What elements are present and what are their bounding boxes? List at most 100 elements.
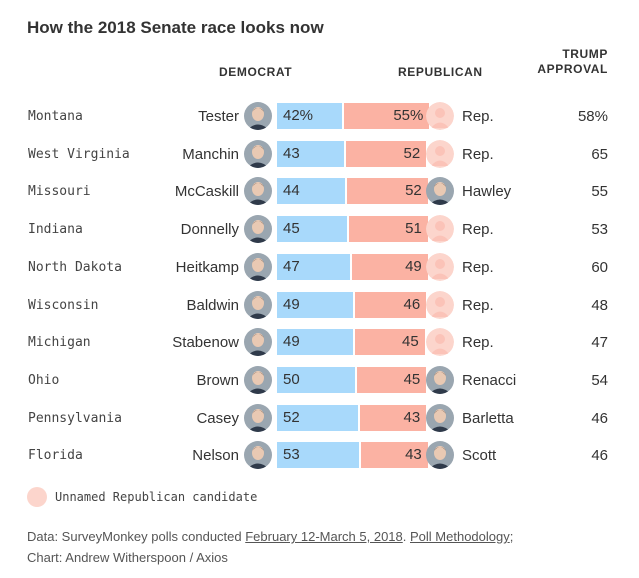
republican-candidate-name: Rep. [462, 145, 494, 163]
state-name: North Dakota [28, 259, 122, 275]
democrat-candidate-name: Brown [196, 371, 239, 389]
republican-bar: 46 [354, 291, 427, 318]
democrat-bar: 43 [277, 140, 344, 167]
trump-approval-value: 48 [591, 296, 608, 314]
state-name: Montana [28, 109, 83, 124]
republican-candidate-name: Barletta [462, 409, 514, 427]
democrat-candidate-name: Tester [198, 108, 239, 125]
republican-value-label: 52 [405, 182, 422, 200]
democrat-value-label: 53 [283, 446, 300, 464]
poll-dates-link[interactable]: February 12-March 5, 2018 [245, 529, 403, 544]
republican-photo-icon [426, 365, 454, 394]
state-name: Ohio [28, 372, 60, 388]
republican-bar: 49 [351, 253, 428, 280]
republican-candidate-name: Rep. [462, 108, 494, 125]
trump-approval-value: 60 [591, 258, 608, 276]
democrat-bar: 47 [277, 253, 350, 280]
democrat-column-header: DEMOCRAT [219, 65, 293, 79]
republican-candidate-name: Rep. [462, 221, 494, 239]
unnamed-candidate-swatch-icon [27, 487, 47, 507]
trump-approval-value: 47 [591, 334, 608, 352]
state-name: West Virginia [28, 146, 130, 162]
republican-candidate-name: Hawley [462, 183, 512, 201]
democrat-bar: 44 [277, 178, 346, 205]
race-row: Florida Nelson 53 43 Scott 46 [0, 437, 639, 474]
trump-approval-value: 46 [591, 447, 608, 465]
source-mid: . [402, 529, 410, 544]
republican-bar: 52 [345, 140, 427, 167]
poll-methodology-link[interactable]: Poll Methodology [410, 529, 510, 544]
state-name: Pennsylvania [28, 410, 122, 426]
state-name: Michigan [28, 335, 91, 351]
democrat-value-label: 49 [283, 333, 300, 351]
republican-candidate-name: Rep. [462, 296, 494, 314]
source-line: Data: SurveyMonkey polls conducted Febru… [27, 526, 627, 547]
republican-candidate-name: Rep. [462, 334, 494, 352]
state-name: Florida [28, 448, 83, 464]
democrat-bar: 49 [277, 291, 353, 318]
legend-label: Unnamed Republican candidate [55, 490, 258, 504]
democrat-value-label: 45 [283, 220, 300, 238]
republican-value-label: 46 [403, 295, 421, 313]
democrat-candidate-name: Baldwin [186, 296, 239, 314]
republican-bar: 45 [356, 366, 427, 393]
trump-approval-value: 55 [591, 183, 608, 201]
republican-photo-icon [426, 441, 454, 470]
race-row: West Virginia Manchin 43 52 Rep. 65 [0, 136, 639, 173]
democrat-value-label: 52 [283, 408, 300, 426]
republican-value-label: 45 [403, 370, 421, 388]
trump-approval-value: 65 [591, 145, 608, 163]
trump-approval-value: 58% [577, 108, 608, 125]
source-suffix: ; [509, 529, 514, 544]
republican-photo-icon [426, 403, 454, 432]
chart-credit: Chart: Andrew Witherspoon / Axios [27, 550, 228, 565]
race-row: Indiana Donnelly 45 51 Rep. 53 [0, 211, 639, 248]
republican-bar: 43 [359, 404, 427, 431]
trump-approval-column-header: TRUMP APPROVAL [537, 47, 608, 77]
democrat-candidate-name: McCaskill [174, 183, 239, 201]
race-row: Ohio Brown 50 45 Renacci 54 [0, 362, 639, 399]
race-row: Missouri McCaskill 44 52 Hawley 55 [0, 173, 639, 210]
republican-bar: 45 [354, 329, 425, 356]
democrat-value-label: 47 [283, 257, 300, 275]
democrat-value-label: 49 [283, 295, 300, 313]
democrat-value-label: 44 [283, 182, 300, 200]
democrat-bar: 45 [277, 216, 347, 243]
unnamed-republican-icon [426, 252, 454, 281]
unnamed-republican-icon [426, 215, 454, 244]
state-name: Wisconsin [28, 297, 99, 313]
unnamed-republican-icon [426, 290, 454, 319]
republican-bar: 52 [347, 178, 428, 205]
trump-approval-header-line1: TRUMP [562, 47, 608, 61]
democrat-photo-icon [244, 365, 272, 394]
democrat-bar: 49 [277, 329, 353, 356]
trump-approval-value: 53 [591, 221, 608, 239]
democrat-candidate-name: Heitkamp [175, 258, 239, 276]
democrat-photo-icon [244, 139, 272, 168]
democrat-photo-icon [244, 403, 272, 432]
democrat-photo-icon [244, 215, 272, 244]
democrat-value-label: 50 [283, 370, 300, 388]
source-note: Data: SurveyMonkey polls conducted Febru… [27, 526, 627, 568]
republican-value-label: 51 [405, 220, 422, 238]
democrat-value-label: 43 [283, 144, 300, 162]
democrat-value-label: 42% [283, 107, 314, 124]
republican-value-label: 43 [403, 408, 421, 426]
trump-approval-value: 54 [591, 371, 608, 389]
republican-value-label: 52 [403, 144, 421, 162]
democrat-photo-icon [244, 177, 272, 206]
unnamed-republican-icon [426, 328, 454, 357]
democrat-candidate-name: Donnelly [180, 221, 239, 239]
democrat-photo-icon [244, 441, 272, 470]
republican-column-header: REPUBLICAN [398, 65, 483, 79]
republican-value-label: 55% [393, 107, 424, 124]
race-row: North Dakota Heitkamp 47 49 Rep. 60 [0, 249, 639, 286]
democrat-candidate-name: Nelson [192, 447, 239, 465]
chart-title: How the 2018 Senate race looks now [27, 18, 324, 37]
democrat-photo-icon [244, 252, 272, 281]
democrat-bar: 53 [277, 442, 360, 469]
republican-bar: 43 [361, 442, 428, 469]
trump-approval-value: 46 [591, 409, 608, 427]
state-name: Missouri [28, 184, 91, 200]
democrat-candidate-name: Stabenow [172, 334, 239, 352]
